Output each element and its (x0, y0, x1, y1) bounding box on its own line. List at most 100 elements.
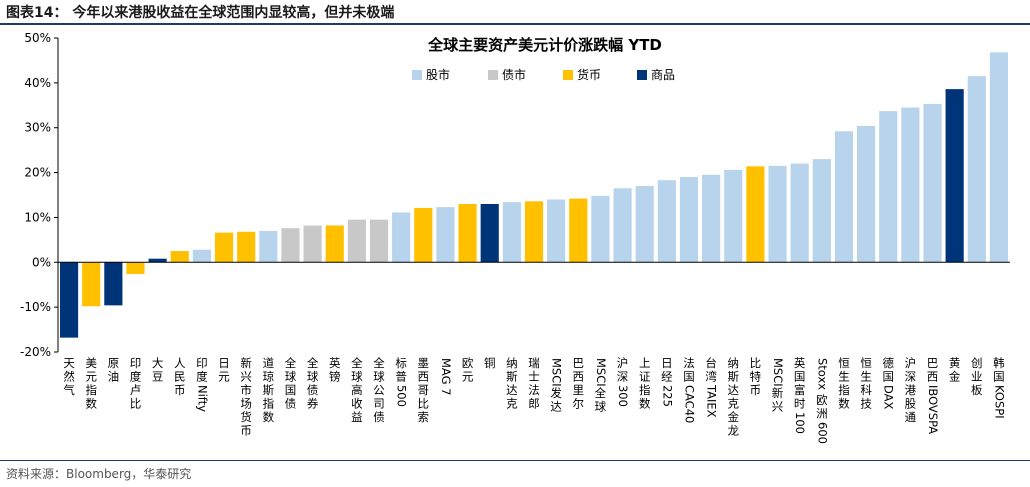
bar (347, 219, 366, 263)
bar (82, 262, 101, 307)
chart-title: 全球主要资产美元计价涨跌幅 YTD (427, 36, 662, 54)
x-tick-label: 韩国 (993, 356, 1005, 384)
source-note: 资料来源：Bloomberg，华泰研究 (6, 467, 192, 481)
bar (812, 159, 831, 263)
bar (325, 225, 344, 263)
x-tick-label: 大豆 (152, 356, 164, 384)
x-tick-label: 全球债券 (307, 356, 319, 411)
x-tick-label: 欧洲 (816, 393, 828, 421)
bar (392, 212, 411, 263)
legend-swatch-currency (563, 70, 573, 80)
bar (901, 107, 920, 263)
bar (170, 251, 189, 263)
bars (58, 52, 1010, 338)
legend-swatch-commodity (637, 70, 647, 80)
legend-swatch-bond (488, 70, 498, 80)
bar (59, 262, 79, 338)
x-tick-label: 美元指数 (85, 356, 97, 411)
x-tick-label: 纳斯达克 (506, 356, 518, 411)
legend-swatch-stock (412, 70, 422, 80)
bar (679, 177, 699, 263)
y-tick-label: -10% (20, 300, 51, 314)
x-tick-label: 全球公司债 (373, 356, 385, 424)
bar (989, 52, 1009, 263)
x-tick-label: 原油 (108, 356, 120, 384)
legend-label-commodity: 商品 (651, 67, 675, 82)
y-tick-label: -20% (20, 345, 51, 359)
bar (569, 198, 588, 263)
x-tick-label: 比特币 (750, 356, 762, 397)
x-tick-label-part: 500 (395, 385, 409, 407)
x-tick-label: 日元 (218, 356, 230, 384)
y-tick-label: 30% (24, 121, 51, 135)
x-tick-label-part: 300 (616, 385, 630, 407)
bar (369, 219, 389, 263)
x-tick-label: 欧元 (462, 356, 474, 384)
y-tick-label: 40% (24, 76, 51, 90)
x-tick-label-part: DAX (882, 385, 896, 410)
x-tick-label-part: 100 (793, 412, 807, 434)
x-tick-label: 人民币 (174, 356, 186, 397)
x-tick-label: 新兴 (772, 386, 784, 414)
x-tick-label: 全球 (595, 386, 607, 414)
y-tick-label: 0% (32, 255, 51, 269)
x-tick-label: 英镑 (329, 356, 341, 384)
x-tick-label: 创业板 (971, 356, 983, 397)
bar (857, 125, 876, 263)
bar (591, 195, 610, 263)
x-tick-label: 全球高收益 (351, 356, 363, 424)
x-tick-label: 墨西哥比索 (418, 356, 430, 424)
bar (702, 174, 721, 263)
bar (259, 230, 278, 263)
x-tick-label: 英国富时 (794, 356, 806, 411)
bar (524, 201, 544, 263)
x-tick-label-part: KOSPI (992, 385, 1006, 419)
y-tick-label: 10% (24, 210, 51, 224)
x-tick-label: 法国 (683, 356, 695, 384)
x-tick-label: 黄金 (949, 356, 961, 384)
bar (214, 232, 234, 263)
x-tick-label: 上证指数 (639, 356, 651, 411)
bar (746, 166, 765, 263)
x-tick-label-part: 225 (660, 385, 674, 407)
bar (768, 165, 787, 263)
bar (480, 203, 499, 263)
bar (790, 163, 809, 263)
x-tick-label: 瑞士法郎 (528, 356, 540, 411)
bar (104, 262, 123, 306)
x-tick-label-part: Stoxx (815, 358, 829, 390)
bar (879, 111, 898, 263)
x-tick-label: 铜 (484, 356, 496, 370)
bar-chart: 全球主要资产美元计价涨跌幅 YTD 股市 债市 货币 商品 -20% -10% 0%… (20, 31, 1010, 444)
x-tick-label: 德国 (882, 356, 894, 384)
x-tick-label: 巴西 (927, 356, 939, 384)
x-tick-label: 恒生指数 (838, 356, 850, 411)
x-tick-label-part: MSCI (594, 358, 608, 387)
bar (414, 208, 433, 263)
x-tick-label: 新兴市场货币 (240, 356, 252, 438)
top-rule (0, 23, 1030, 25)
x-tick-label: 印度卢比 (130, 356, 142, 411)
y-tick-label: 50% (24, 31, 51, 45)
legend-label-stock: 股市 (426, 67, 450, 82)
bar (192, 249, 211, 263)
x-tick-label-part: Nifty (195, 385, 209, 412)
legend-label-currency: 货币 (577, 67, 601, 82)
bar (923, 103, 942, 263)
x-tick-label: 天然气 (63, 356, 75, 397)
x-tick-label: 台湾 (705, 356, 717, 384)
bar (237, 231, 256, 263)
y-axis: -20% -10% 0% 10% 20% 30% 40% 50% (20, 31, 59, 359)
x-tick-label-part: 600 (815, 422, 829, 444)
x-tick-label: 沪深港股通 (905, 356, 917, 424)
x-tick-label: 纳斯达克金龙 (728, 356, 740, 438)
bar (303, 225, 322, 263)
bar (458, 203, 477, 263)
bar (657, 180, 676, 263)
bar (635, 186, 654, 263)
x-tick-label-part: TAIEX (705, 384, 719, 418)
x-tick-label-part: IBOVSPA (926, 385, 940, 434)
x-tick-label-part: MAG 7 (439, 358, 453, 395)
bar (281, 228, 300, 263)
